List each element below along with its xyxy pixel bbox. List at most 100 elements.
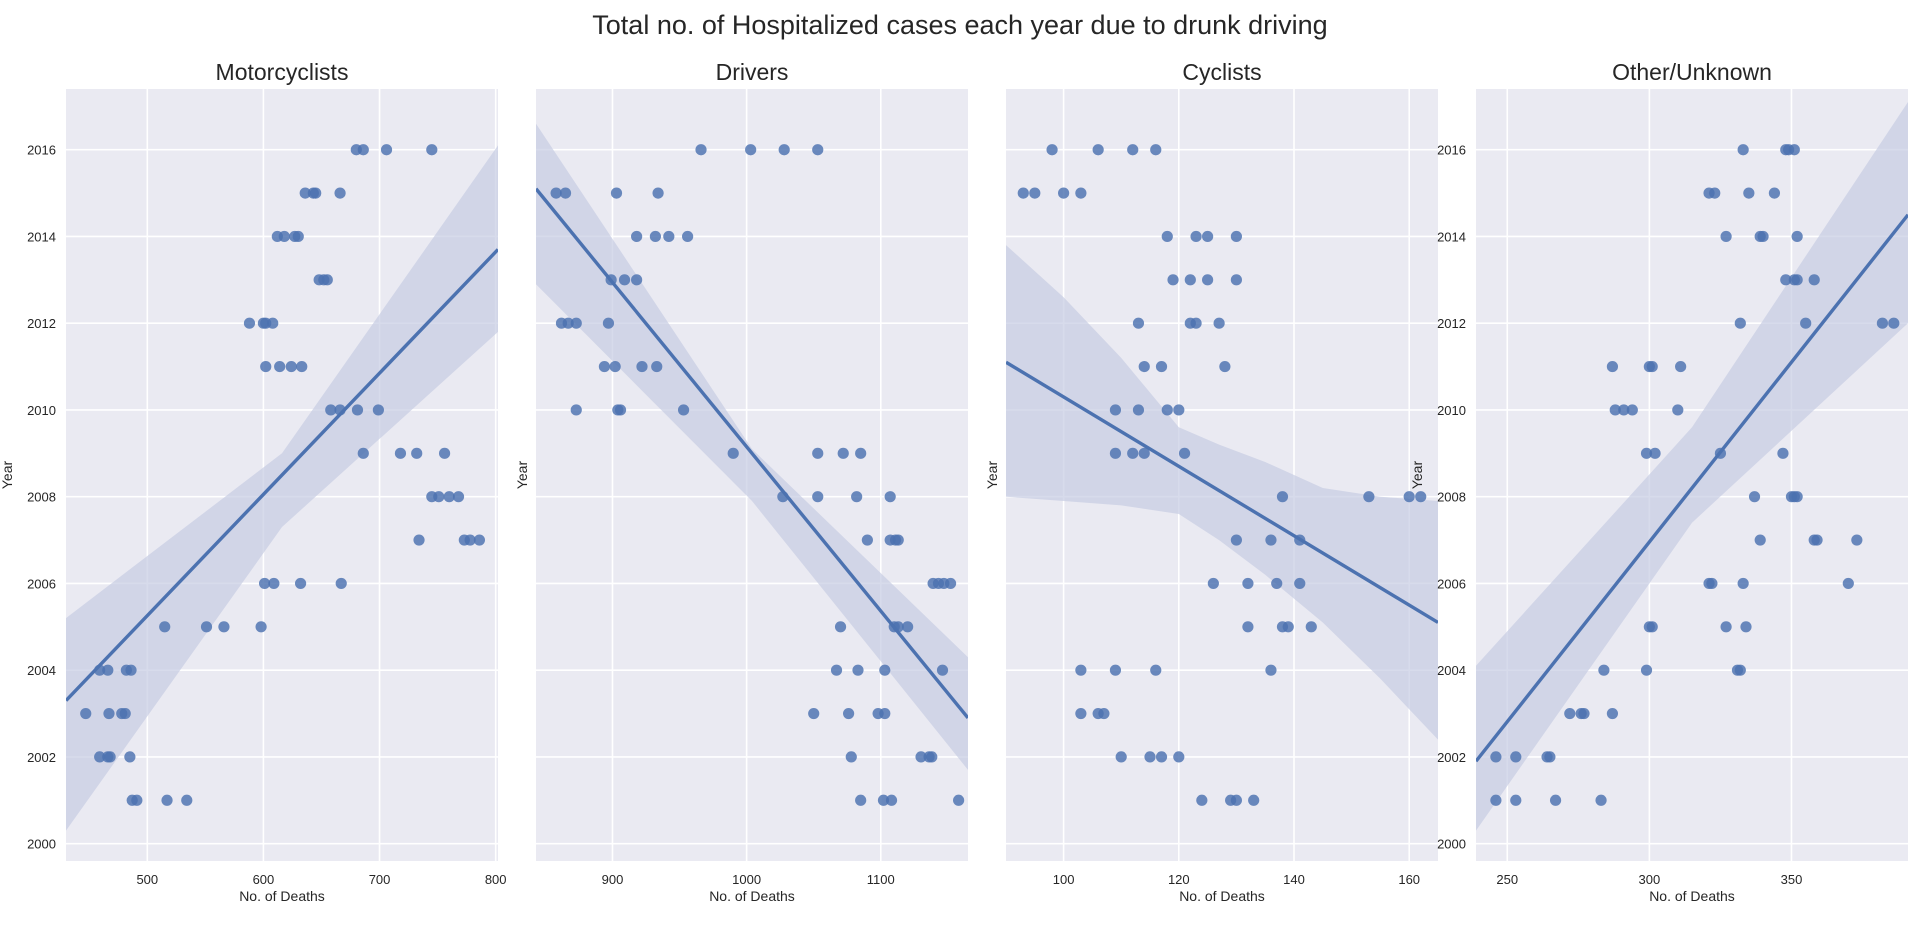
y-tick-label: 2006 xyxy=(1437,576,1466,591)
data-point xyxy=(1265,664,1277,676)
data-point xyxy=(745,144,757,156)
data-point xyxy=(1075,664,1087,676)
x-tick-label: 500 xyxy=(136,872,158,887)
data-point xyxy=(1646,360,1658,373)
data-point xyxy=(892,534,904,546)
data-point xyxy=(559,187,572,199)
data-point xyxy=(1248,794,1260,806)
data-point xyxy=(268,577,280,590)
data-point xyxy=(1842,577,1854,590)
data-point xyxy=(1017,187,1029,199)
data-point xyxy=(325,404,337,416)
data-point xyxy=(1800,317,1812,329)
data-point xyxy=(1510,751,1522,763)
data-point xyxy=(104,751,116,763)
data-point xyxy=(1230,274,1242,286)
data-point xyxy=(1155,360,1168,373)
data-point xyxy=(1242,577,1254,590)
data-point xyxy=(1709,187,1721,199)
data-point xyxy=(902,621,914,633)
data-point xyxy=(1609,404,1621,416)
x-tick-label: 350 xyxy=(1781,872,1803,887)
data-point xyxy=(1282,621,1294,633)
data-point xyxy=(473,534,486,546)
data-point xyxy=(562,317,574,329)
data-point xyxy=(443,491,455,503)
y-tick-label: 2014 xyxy=(27,229,56,244)
y-tick-label: 2012 xyxy=(27,316,56,331)
data-point xyxy=(255,621,267,633)
y-tick-label: 2002 xyxy=(27,750,56,765)
data-point xyxy=(292,230,304,243)
y-tick-label: 2012 xyxy=(1437,316,1466,331)
data-point xyxy=(830,664,843,676)
data-point xyxy=(1242,621,1254,633)
data-point xyxy=(845,751,857,763)
data-point xyxy=(1720,621,1732,633)
data-point xyxy=(834,621,847,633)
data-point xyxy=(936,664,949,676)
data-point xyxy=(1851,534,1863,546)
data-point xyxy=(433,491,445,503)
data-point xyxy=(1202,274,1214,286)
data-point xyxy=(159,621,171,633)
data-point xyxy=(855,794,867,806)
data-point xyxy=(682,230,694,243)
data-point xyxy=(124,751,136,763)
x-axis-label: No. of Deaths xyxy=(1179,888,1265,904)
data-point xyxy=(296,360,308,373)
data-point xyxy=(161,794,173,806)
facet-title: Other/Unknown xyxy=(1612,59,1772,85)
facet-title: Motorcyclists xyxy=(216,59,349,85)
data-point xyxy=(1305,621,1317,633)
data-point xyxy=(884,491,896,503)
data-point xyxy=(1640,664,1653,676)
regression-line xyxy=(66,248,498,702)
data-point xyxy=(1876,317,1889,329)
data-point xyxy=(631,230,643,243)
data-point xyxy=(953,794,965,806)
data-point xyxy=(1092,144,1104,156)
data-point xyxy=(1743,187,1755,199)
regression-line xyxy=(1476,213,1908,763)
x-axis-label: No. of Deaths xyxy=(709,888,795,904)
data-point xyxy=(1098,707,1110,720)
data-point xyxy=(334,187,346,199)
data-point xyxy=(1207,577,1219,590)
data-point xyxy=(1115,751,1127,763)
data-point xyxy=(285,360,297,373)
panel-plot-area xyxy=(1006,144,1438,806)
data-point xyxy=(1230,794,1242,806)
y-tick-label: 2004 xyxy=(1437,663,1466,678)
data-point xyxy=(1127,144,1139,156)
x-tick-label: 140 xyxy=(1283,872,1305,887)
data-point xyxy=(1132,317,1145,329)
data-point xyxy=(1788,144,1800,156)
data-point xyxy=(1173,751,1185,763)
data-point xyxy=(464,534,476,546)
data-point xyxy=(102,664,114,676)
y-axis-label: Year xyxy=(984,461,1000,490)
data-point xyxy=(652,187,664,199)
data-point xyxy=(1490,794,1502,806)
data-point xyxy=(1127,447,1139,459)
data-point xyxy=(200,621,213,633)
data-point xyxy=(602,317,615,329)
confidence-band xyxy=(536,123,968,770)
data-point xyxy=(598,360,611,373)
panel-plot-area xyxy=(66,144,498,831)
data-point xyxy=(614,404,627,416)
data-point xyxy=(258,577,271,590)
data-point xyxy=(812,491,824,503)
data-point xyxy=(1132,404,1145,416)
data-point xyxy=(812,144,824,156)
y-tick-label: 2008 xyxy=(1437,490,1466,505)
y-tick-label: 2000 xyxy=(27,837,56,852)
data-point xyxy=(631,274,643,286)
data-point xyxy=(1757,230,1769,243)
data-point xyxy=(877,794,890,806)
data-point xyxy=(1740,621,1752,633)
data-point xyxy=(1144,751,1156,763)
panel-plot-area xyxy=(1476,102,1908,831)
data-point xyxy=(321,274,333,286)
